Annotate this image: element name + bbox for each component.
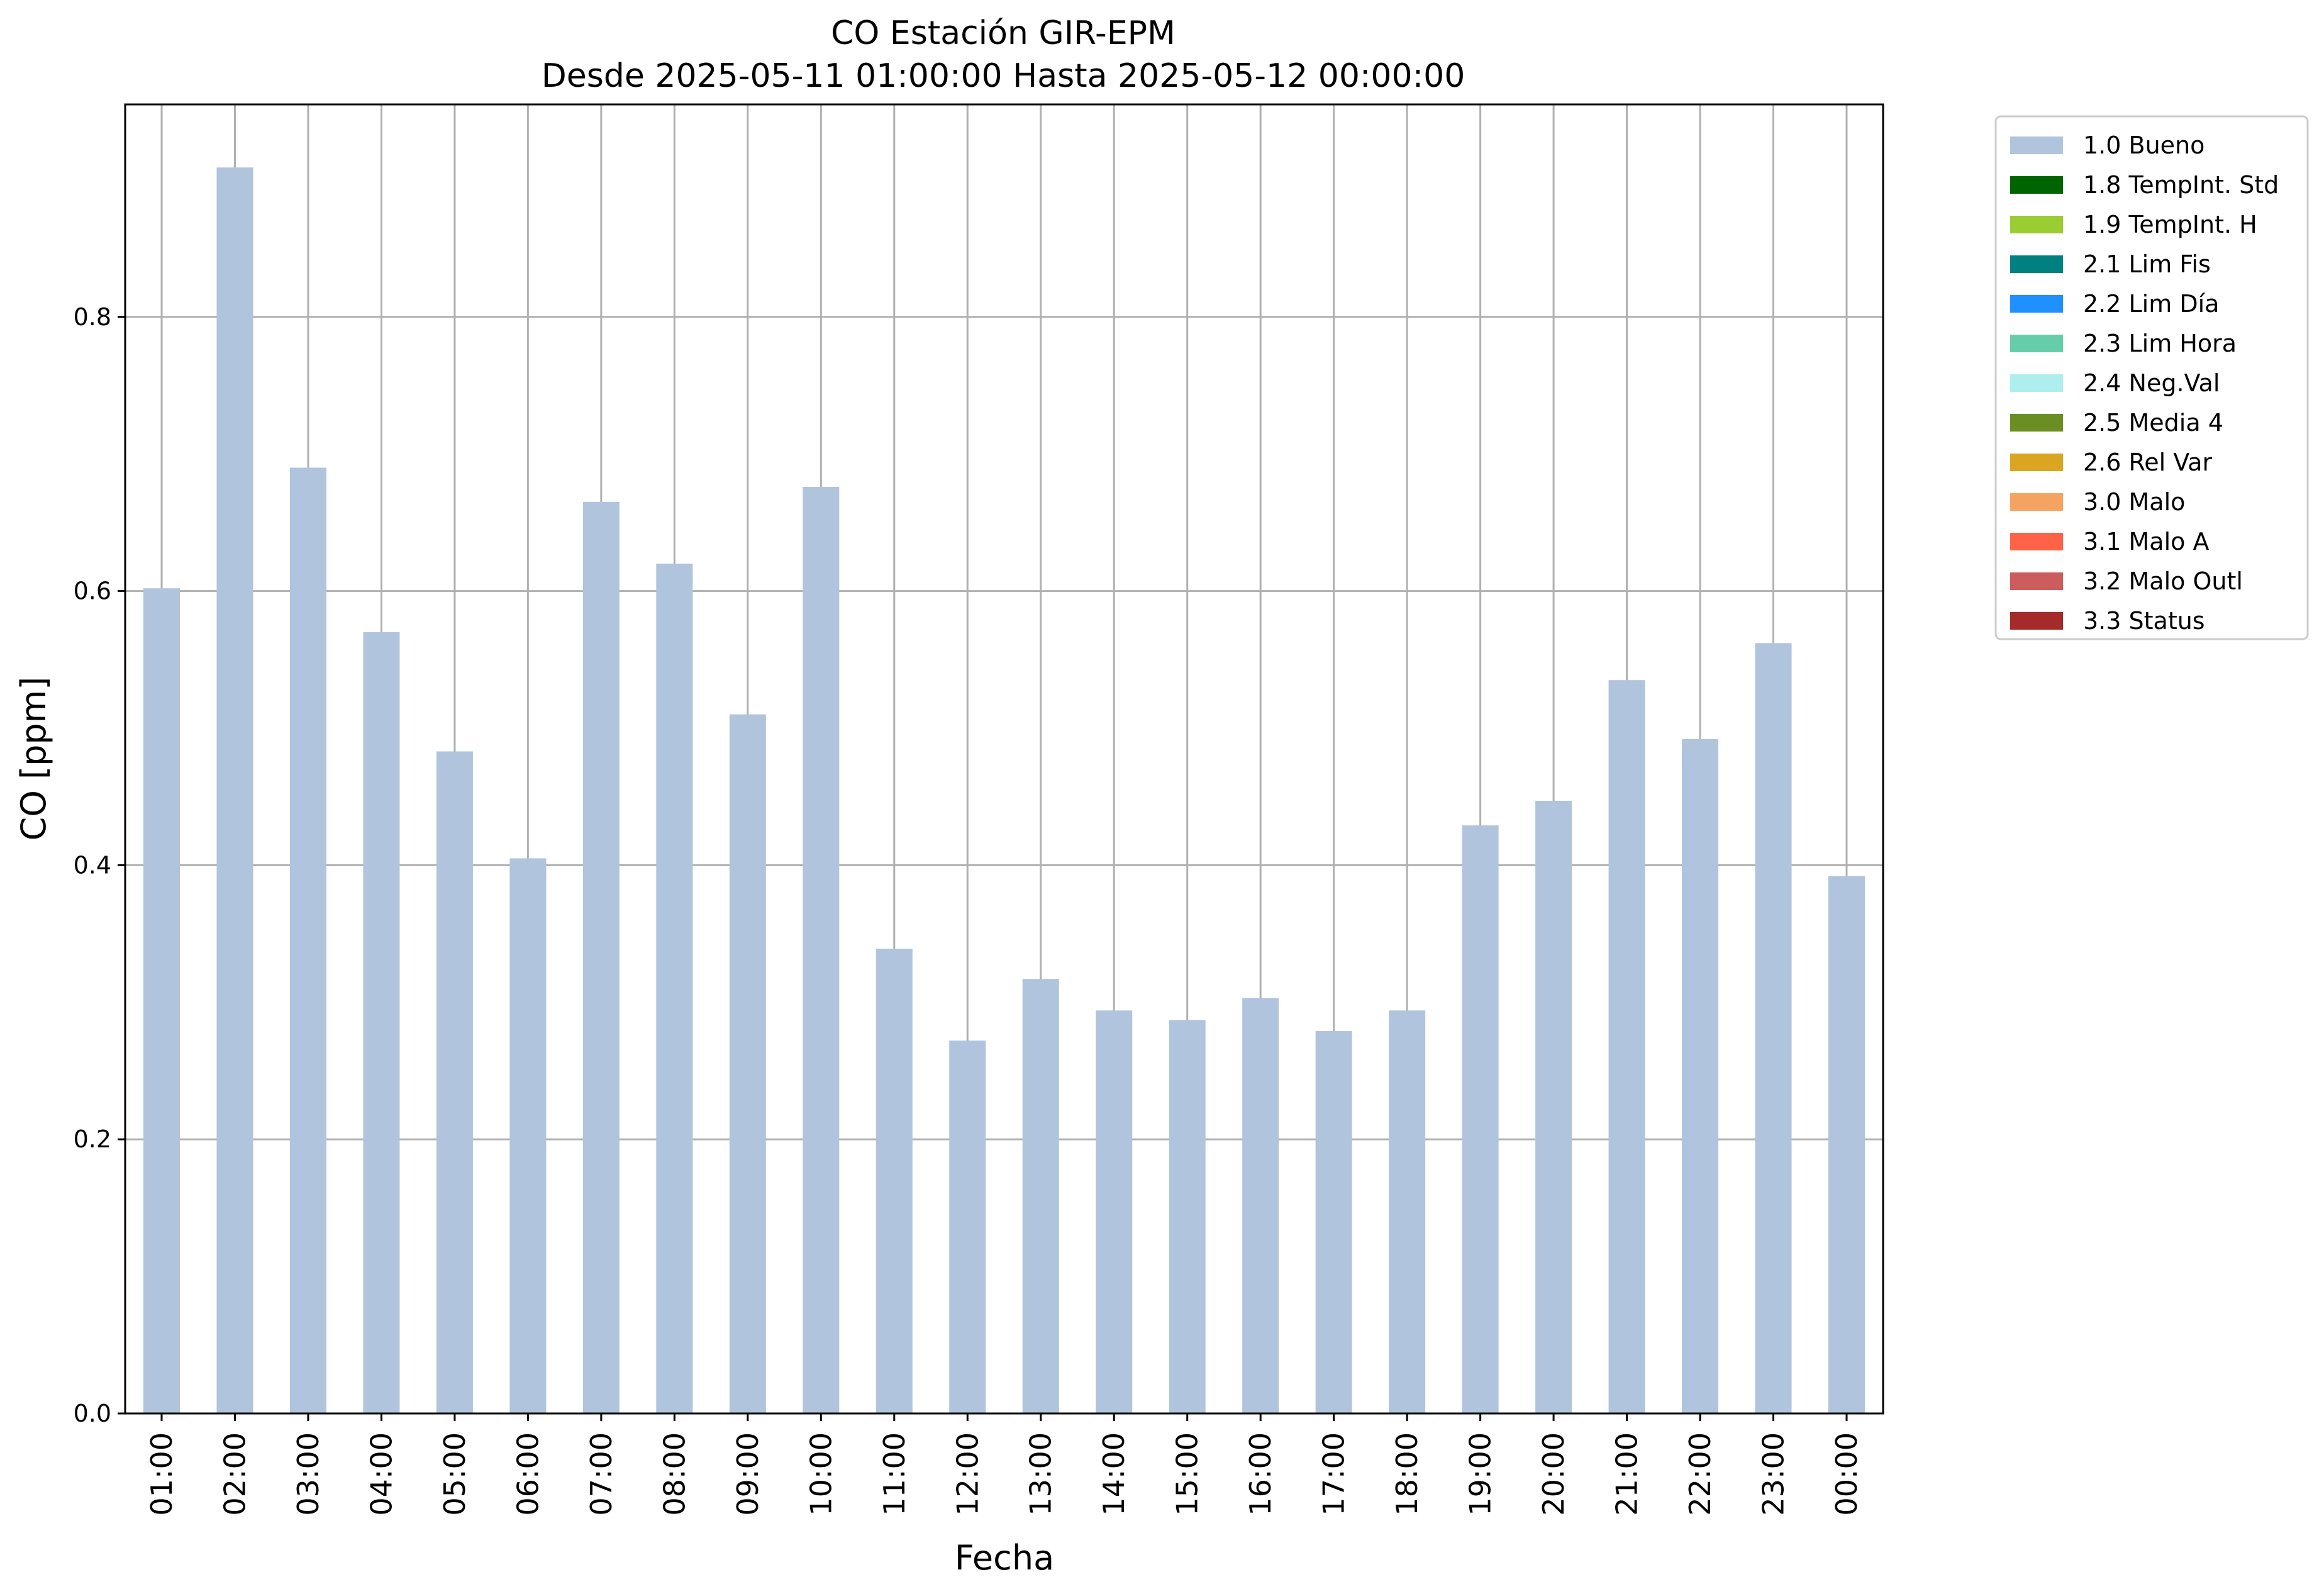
legend-label: 3.1 Malo A <box>2083 528 2209 555</box>
legend-label: 1.9 TempInt. H <box>2083 211 2257 238</box>
x-tick-label: 20:00 <box>1537 1432 1571 1516</box>
bar-2000 <box>1535 800 1572 1413</box>
chart-subtitle: Desde 2025-05-11 01:00:00 Hasta 2025-05-… <box>542 57 1465 95</box>
x-tick-label: 14:00 <box>1097 1432 1131 1516</box>
x-tick-label: 09:00 <box>731 1432 765 1516</box>
x-tick-label: 07:00 <box>584 1432 618 1516</box>
legend-label: 2.6 Rel Var <box>2083 449 2213 476</box>
bar-1100 <box>876 949 913 1413</box>
legend-label: 2.2 Lim Día <box>2083 290 2219 318</box>
legend-box <box>1994 115 2309 640</box>
bar-0600 <box>509 858 547 1413</box>
legend-swatch <box>2010 374 2063 392</box>
bar-0800 <box>656 563 693 1413</box>
legend-label: 2.5 Media 4 <box>2083 409 2223 437</box>
bar-2200 <box>1682 738 1719 1413</box>
bar-0500 <box>436 751 473 1413</box>
x-tick-label: 01:00 <box>145 1432 179 1516</box>
bar-0700 <box>582 501 620 1413</box>
x-axis-ticks: 01:00 02:00 03:00 04:00 05:00 06:00 07:00 08:00… <box>145 1413 1864 1516</box>
legend-label: 2.4 Neg.Val <box>2083 369 2220 397</box>
x-axis-label: Fecha <box>955 1538 1054 1578</box>
x-tick-label: 19:00 <box>1464 1432 1498 1516</box>
chart-title: CO Estación GIR-EPM <box>831 14 1176 52</box>
plot-frame <box>124 103 1884 1415</box>
bar-1900 <box>1462 825 1499 1413</box>
bar-2100 <box>1608 680 1645 1413</box>
x-tick-label: 11:00 <box>877 1432 911 1516</box>
y-tick-label: 0.0 <box>74 1400 111 1427</box>
bar-2300 <box>1755 643 1792 1413</box>
legend-label: 2.1 Lim Fis <box>2083 250 2211 278</box>
y-tick-label: 0.8 <box>74 303 111 331</box>
y-axis-label: CO [ppm] <box>14 677 53 841</box>
x-tick-label: 08:00 <box>657 1432 691 1516</box>
bar-0400 <box>363 632 400 1413</box>
x-tick-label: 23:00 <box>1757 1432 1791 1516</box>
legend-items: 1.0 Bueno 1.8 TempInt. Std 1.9 TempInt. H 2… <box>2010 131 2279 635</box>
legend-label: 2.3 Lim Hora <box>2083 330 2237 357</box>
legend-label: 3.3 Status <box>2083 607 2205 635</box>
legend-swatch <box>2010 137 2063 154</box>
legend-label: 3.2 Malo Outl <box>2083 567 2243 595</box>
bar-0100 <box>143 588 180 1414</box>
bar-1700 <box>1315 1031 1352 1413</box>
x-tick-label: 06:00 <box>511 1432 545 1516</box>
x-tick-label: 22:00 <box>1683 1432 1717 1516</box>
legend-swatch <box>2010 414 2063 432</box>
bar-0900 <box>729 714 766 1413</box>
bar-0000 <box>1828 876 1865 1413</box>
legend-swatch <box>2010 216 2063 233</box>
bar-1200 <box>949 1040 986 1413</box>
x-tick-label: 04:00 <box>364 1432 398 1516</box>
x-tick-label: 12:00 <box>950 1432 984 1516</box>
legend-swatch <box>2010 255 2063 273</box>
bar-1500 <box>1169 1020 1206 1413</box>
y-axis-ticks: 0.0 0.2 0.4 0.6 0.8 <box>74 303 125 1427</box>
bar-1800 <box>1389 1010 1426 1413</box>
legend-swatch <box>2010 612 2063 630</box>
legend-swatch <box>2010 493 2063 511</box>
x-tick-label: 16:00 <box>1243 1432 1277 1516</box>
bar-1000 <box>803 486 840 1414</box>
x-tick-label: 03:00 <box>291 1432 325 1516</box>
x-tick-label: 13:00 <box>1024 1432 1058 1516</box>
bar-0200 <box>216 167 253 1413</box>
bar-1600 <box>1242 998 1279 1413</box>
x-tick-label: 17:00 <box>1317 1432 1351 1516</box>
x-tick-label: 18:00 <box>1390 1432 1424 1516</box>
legend-swatch <box>2010 176 2063 194</box>
x-tick-label: 21:00 <box>1610 1432 1644 1516</box>
bar-1400 <box>1096 1010 1133 1413</box>
legend-label: 3.0 Malo <box>2083 488 2185 516</box>
legend-swatch <box>2010 533 2063 550</box>
y-tick-label: 0.4 <box>74 851 111 879</box>
x-tick-label: 02:00 <box>218 1432 252 1516</box>
legend-swatch <box>2010 335 2063 352</box>
legend-label: 1.0 Bueno <box>2083 131 2204 159</box>
legend-swatch <box>2010 572 2063 590</box>
x-tick-label: 15:00 <box>1170 1432 1204 1516</box>
legend-swatch <box>2010 454 2063 471</box>
y-tick-label: 0.6 <box>74 577 111 605</box>
bars <box>143 167 1865 1414</box>
x-tick-label: 00:00 <box>1830 1432 1864 1516</box>
x-tick-label: 05:00 <box>438 1432 472 1516</box>
x-tick-label: 10:00 <box>804 1432 838 1516</box>
legend: 1.0 Bueno 1.8 TempInt. Std 1.9 TempInt. H 2… <box>1994 115 2309 640</box>
y-tick-label: 0.2 <box>74 1125 111 1153</box>
legend-label: 1.8 TempInt. Std <box>2083 171 2279 199</box>
bar-0300 <box>289 467 326 1414</box>
legend-swatch <box>2010 295 2063 313</box>
bar-1300 <box>1022 979 1059 1413</box>
